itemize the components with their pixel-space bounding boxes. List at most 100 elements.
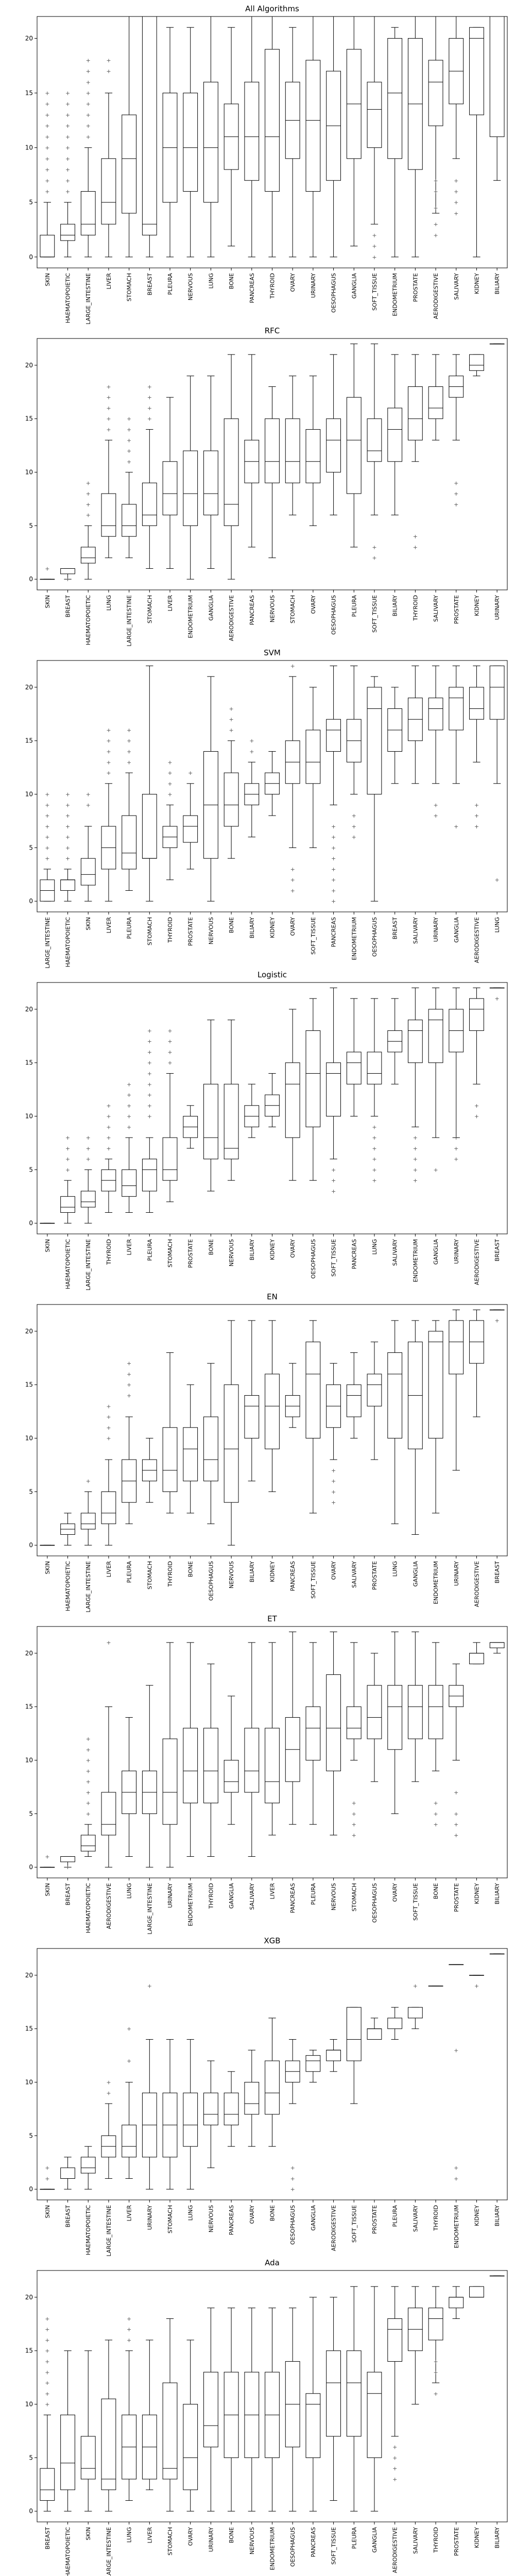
outlier-marker: + <box>147 1081 152 1088</box>
x-tick-label: LIVER <box>269 1883 276 1900</box>
outlier-marker: + <box>454 2047 458 2054</box>
outlier-marker: + <box>147 1038 152 1045</box>
x-tick-label: THYROID <box>167 1561 174 1587</box>
box-iqr <box>60 2414 75 2490</box>
x-tick-label: BONE <box>228 273 235 289</box>
outlier-marker: + <box>167 791 172 798</box>
box-iqr <box>101 2398 116 2490</box>
box-iqr <box>244 1395 260 1439</box>
outlier-marker: + <box>45 844 49 851</box>
x-tick-label: URINARY <box>310 273 317 298</box>
x-tick-label: PANCREAS <box>289 1883 296 1913</box>
outlier-marker: + <box>331 834 336 841</box>
outlier-marker: + <box>454 480 458 486</box>
x-tick-label: KIDNEY <box>269 1239 276 1260</box>
x-tick-label: PANCREAS <box>249 595 255 625</box>
box-iqr <box>183 2404 198 2490</box>
outlier-marker: + <box>45 2380 49 2386</box>
y-tick-label: 5 <box>29 2454 33 2461</box>
x-tick-label: PROSTATE <box>371 1561 378 1590</box>
x-tick-label: SALIVARY <box>412 917 419 944</box>
outlier-marker: + <box>372 254 376 261</box>
box-iqr <box>326 719 341 752</box>
x-tick-label: OVARY <box>392 1883 399 1902</box>
outlier-marker: + <box>454 1821 458 1828</box>
outlier-marker: + <box>127 416 131 422</box>
outlier-marker: + <box>45 2369 49 2376</box>
x-tick-label: LIVER <box>146 2527 153 2544</box>
outlier-marker: + <box>290 887 295 894</box>
outlier-marker: + <box>106 1134 111 1141</box>
x-tick-label: PLEURA <box>310 1883 317 1905</box>
box-iqr <box>80 1513 96 1530</box>
outlier-marker: + <box>372 555 376 562</box>
x-tick-label: SKIN <box>44 1239 51 1252</box>
x-tick-label: GANGLIA <box>228 1883 235 1909</box>
box-iqr <box>367 2028 382 2040</box>
box-iqr <box>346 1384 362 1417</box>
box-iqr <box>122 815 137 870</box>
x-tick-label: SKIN <box>44 595 51 608</box>
x-tick-label: SOFT_TISSUE <box>371 595 378 633</box>
box-iqr <box>203 2092 218 2126</box>
x-tick-label: LIVER <box>106 1561 112 1578</box>
x-tick-label: LIVER <box>126 1239 133 1256</box>
outlier-marker: + <box>65 844 70 851</box>
y-tick-label: 5 <box>29 844 33 851</box>
outlier-marker: + <box>65 812 70 819</box>
x-tick-label: NERVOUS <box>228 1561 235 1588</box>
box-iqr <box>346 2350 362 2437</box>
outlier-marker: + <box>147 383 152 390</box>
x-tick-label: KIDNEY <box>473 595 480 616</box>
box-iqr <box>183 815 198 843</box>
x-tick-label: GANGLIA <box>351 273 357 299</box>
y-tick-label: 15 <box>25 415 33 422</box>
box-iqr <box>305 1342 321 1439</box>
outlier-marker: + <box>45 565 49 572</box>
box-iqr <box>367 2371 382 2458</box>
x-tick-label: HAEMATOPOIETIC <box>65 917 72 968</box>
box-iqr <box>122 2125 137 2158</box>
box-iqr <box>183 1727 198 1804</box>
outlier-marker: + <box>433 221 438 228</box>
outlier-marker: + <box>147 1049 152 1056</box>
box-iqr <box>162 2382 178 2480</box>
outlier-marker: + <box>147 1113 152 1120</box>
outlier-marker: + <box>433 232 438 239</box>
outlier-marker: + <box>372 1156 376 1163</box>
x-tick-label: AERODIGESTIVE <box>106 1883 112 1929</box>
box-iqr <box>367 1685 382 1739</box>
outlier-marker: + <box>86 1478 91 1485</box>
x-tick-label: NERVOUS <box>228 1239 235 1266</box>
outlier-marker: + <box>86 79 91 86</box>
outlier-marker: + <box>290 663 295 669</box>
outlier-marker: + <box>45 177 49 184</box>
x-tick-label: THYROID <box>208 1883 214 1909</box>
outlier-marker: + <box>106 1124 111 1130</box>
x-tick-label: SKIN <box>44 1561 51 1574</box>
y-tick-label: 20 <box>25 1972 33 1979</box>
box-iqr <box>367 1052 382 1084</box>
panel-title: EN <box>267 1292 278 1301</box>
outlier-marker: + <box>454 823 458 830</box>
box-iqr <box>428 60 443 126</box>
outlier-marker: + <box>106 383 111 390</box>
outlier-marker: + <box>65 1166 70 1173</box>
outlier-marker: + <box>65 1145 70 1152</box>
outlier-marker: + <box>45 101 49 108</box>
box-iqr <box>60 568 75 574</box>
x-tick-label: KIDNEY <box>473 273 480 294</box>
y-tick-label: 5 <box>29 199 33 206</box>
outlier-marker: + <box>127 2326 131 2333</box>
x-tick-label: BREAST <box>44 2527 51 2550</box>
outlier-marker: + <box>290 2186 295 2193</box>
x-tick-label: PROSTATE <box>371 2205 378 2234</box>
x-tick-label: SALIVARY <box>453 273 460 300</box>
outlier-marker: + <box>106 1425 111 1431</box>
box-iqr <box>162 461 178 516</box>
x-tick-label: BREAST <box>65 1883 72 1906</box>
x-tick-label: PLEURA <box>126 917 133 939</box>
box-iqr <box>224 418 239 526</box>
outlier-marker: + <box>86 1145 91 1152</box>
x-tick-label: THYROID <box>167 917 174 943</box>
